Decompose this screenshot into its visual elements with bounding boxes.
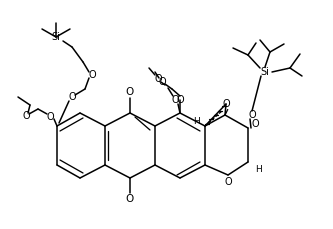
Text: O: O [46,112,54,122]
Text: Si: Si [260,67,269,77]
Text: O: O [248,110,256,120]
Text: O: O [22,111,30,121]
Text: Si: Si [52,32,60,42]
Text: O: O [68,92,76,102]
Text: O: O [224,177,232,187]
Text: O: O [222,99,230,109]
Text: O: O [154,74,162,84]
Text: O: O [171,95,179,105]
Text: O: O [176,95,184,105]
Text: H: H [192,117,199,125]
Text: O: O [158,77,166,87]
Text: O: O [126,194,134,204]
Text: O: O [251,119,259,129]
Text: H: H [255,166,261,174]
Text: O: O [126,87,134,97]
Text: O: O [88,70,96,80]
